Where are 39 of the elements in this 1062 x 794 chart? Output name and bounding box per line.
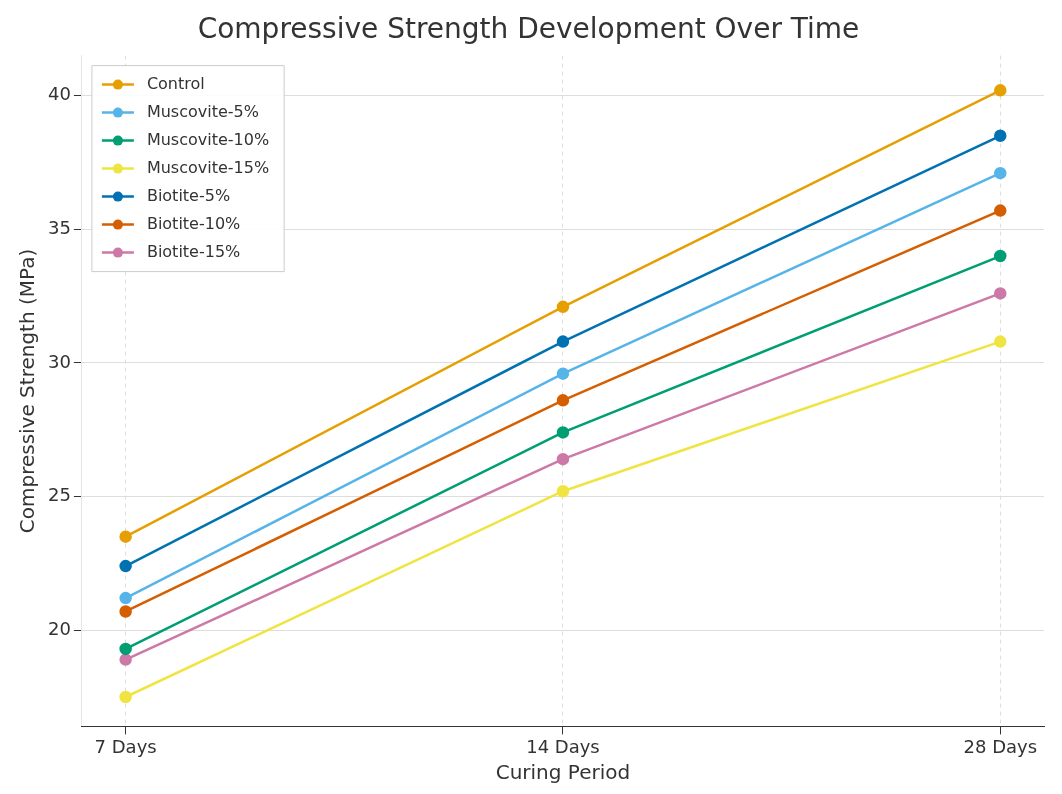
point	[119, 530, 132, 543]
legend-label: Control	[146, 73, 205, 93]
point	[556, 394, 570, 407]
legend-label: Muscovite-10%	[146, 129, 270, 149]
y-tick-label: 20	[48, 617, 71, 639]
point	[119, 605, 132, 618]
point	[119, 591, 132, 605]
y-tick-label: 40	[48, 83, 71, 105]
legend-label: Muscovite-15%	[146, 157, 270, 177]
point	[994, 287, 1007, 300]
point	[994, 166, 1007, 180]
legend-label: Muscovite-5%	[146, 101, 259, 121]
point	[994, 249, 1007, 263]
point	[556, 335, 570, 348]
chart-title: Compressive Strength Development Over Time	[197, 12, 860, 46]
point	[119, 690, 132, 704]
x-tick-label: 28 Days	[963, 735, 1038, 757]
point	[556, 300, 570, 314]
y-tick-label: 35	[48, 216, 71, 238]
legend-label: Biotite-10%	[146, 213, 241, 233]
point	[119, 559, 132, 573]
point	[556, 484, 570, 498]
y-tick-label: 25	[48, 484, 71, 506]
point	[994, 129, 1007, 143]
point	[994, 335, 1007, 348]
y-axis-title: Compressive Strength (MPa)	[15, 248, 40, 534]
point	[994, 84, 1007, 97]
y-tick-label: 30	[48, 350, 71, 372]
point	[119, 642, 132, 656]
x-tick-label: 7 Days	[94, 735, 157, 757]
point	[556, 367, 570, 380]
point	[994, 204, 1007, 217]
legend-label: Biotite-15%	[146, 241, 241, 261]
x-tick-label: 14 Days	[526, 735, 600, 757]
legend-label: Biotite-5%	[146, 185, 231, 205]
point	[556, 452, 570, 466]
point	[119, 653, 132, 666]
point	[556, 426, 570, 439]
x-axis-title: Curing Period	[495, 760, 631, 785]
